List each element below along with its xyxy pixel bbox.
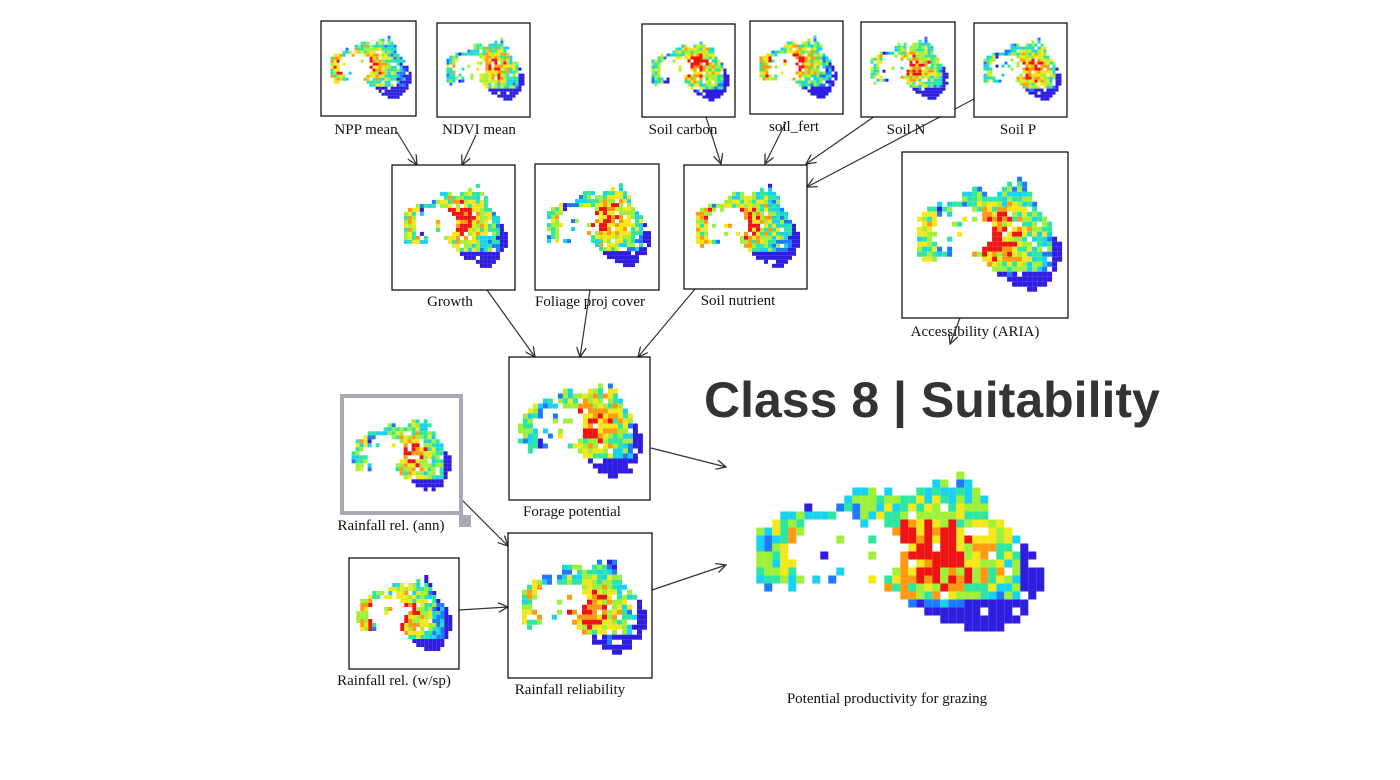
australia-map-raster-icon — [522, 559, 647, 655]
edge-npp-mean-to-growth — [396, 131, 417, 165]
node-label-potential-productivity: Potential productivity for grazing — [787, 691, 988, 707]
australia-map-raster-icon — [756, 471, 1045, 632]
edge-rainfall-reliability-to-potential-productivity — [651, 565, 726, 591]
australia-map-raster-icon — [356, 575, 453, 651]
node-rainfall-rel-ann[interactable]: Rainfall rel. (ann) — [337, 394, 471, 534]
node-label-foliage-proj-cover: Foliage proj cover — [535, 294, 645, 310]
australia-map-raster-icon — [651, 41, 730, 102]
node-growth[interactable]: Growth — [391, 164, 516, 310]
node-soil-n[interactable]: Soil N — [860, 21, 956, 138]
edge-accessibility-to-potential-productivity — [950, 317, 961, 344]
node-label-rainfall-reliability: Rainfall reliability — [515, 682, 626, 698]
node-rainfall-rel-wsp[interactable]: Rainfall rel. (w/sp) — [337, 557, 460, 689]
australia-map-raster-icon — [983, 37, 1062, 101]
australia-map-raster-icon — [517, 383, 643, 479]
node-label-growth: Growth — [427, 294, 473, 310]
node-label-soil-nutrient: Soil nutrient — [701, 293, 776, 309]
edge-soil-n-to-soil-nutrient — [806, 115, 876, 164]
australia-map-raster-icon — [870, 36, 949, 100]
node-label-npp-mean: NPP mean — [334, 122, 398, 138]
edge-soil-carbon-to-soil-nutrient — [705, 116, 721, 164]
australia-map-raster-icon — [330, 35, 412, 99]
node-soil-carbon[interactable]: Soil carbon — [641, 23, 736, 138]
australia-map-raster-icon — [917, 176, 1063, 292]
australia-map-raster-icon — [547, 183, 651, 268]
node-foliage-proj-cover[interactable]: Foliage proj cover — [534, 163, 660, 310]
node-label-soil-fert: soil_fert — [769, 119, 820, 135]
node-forage-potential[interactable]: Forage potential — [508, 356, 651, 520]
node-ndvi-mean[interactable]: NDVI mean — [436, 22, 531, 138]
slide-heading: Class 8 | Suitability — [698, 364, 1166, 436]
node-label-soil-carbon: Soil carbon — [649, 122, 718, 138]
node-soil-fert[interactable]: soil_fert — [749, 20, 844, 135]
node-label-rainfall-rel-ann: Rainfall rel. (ann) — [337, 518, 444, 534]
nodes-layer: NPP mean NDVI mean Soil carbon soil_fert Soi… — [320, 20, 1069, 708]
node-accessibility[interactable]: Accessibility (ARIA) — [901, 151, 1069, 340]
node-label-accessibility: Accessibility (ARIA) — [911, 324, 1040, 340]
node-label-forage-potential: Forage potential — [523, 504, 621, 520]
node-rainfall-reliability[interactable]: Rainfall reliability — [507, 532, 653, 698]
edge-soil-nutrient-to-forage-potential — [638, 288, 696, 357]
edge-rainfall-rel-wsp-to-rainfall-reliability — [458, 607, 508, 610]
node-label-soil-n: Soil N — [887, 122, 926, 138]
node-npp-mean[interactable]: NPP mean — [320, 20, 417, 138]
edge-foliage-proj-cover-to-forage-potential — [580, 289, 591, 357]
australia-map-raster-icon — [403, 183, 508, 268]
node-label-ndvi-mean: NDVI mean — [442, 122, 516, 138]
australia-map-raster-icon — [351, 419, 452, 492]
node-soil-nutrient[interactable]: Soil nutrient — [683, 164, 808, 309]
edge-ndvi-mean-to-growth — [462, 134, 477, 165]
australia-map-raster-icon — [446, 37, 525, 101]
node-potential-productivity[interactable]: Potential productivity for grazing — [756, 471, 1045, 708]
node-soil-p[interactable]: Soil P — [973, 22, 1068, 138]
node-label-soil-p: Soil P — [1000, 122, 1036, 138]
edge-forage-potential-to-potential-productivity — [650, 447, 726, 467]
resize-handle[interactable] — [459, 515, 471, 527]
edge-growth-to-forage-potential — [486, 289, 535, 357]
node-label-rainfall-rel-wsp: Rainfall rel. (w/sp) — [337, 673, 451, 689]
edge-soil-fert-to-soil-nutrient — [765, 121, 787, 164]
edge-rainfall-rel-ann-to-rainfall-reliability — [460, 498, 508, 546]
australia-map-raster-icon — [696, 183, 800, 268]
australia-map-raster-icon — [759, 35, 838, 99]
